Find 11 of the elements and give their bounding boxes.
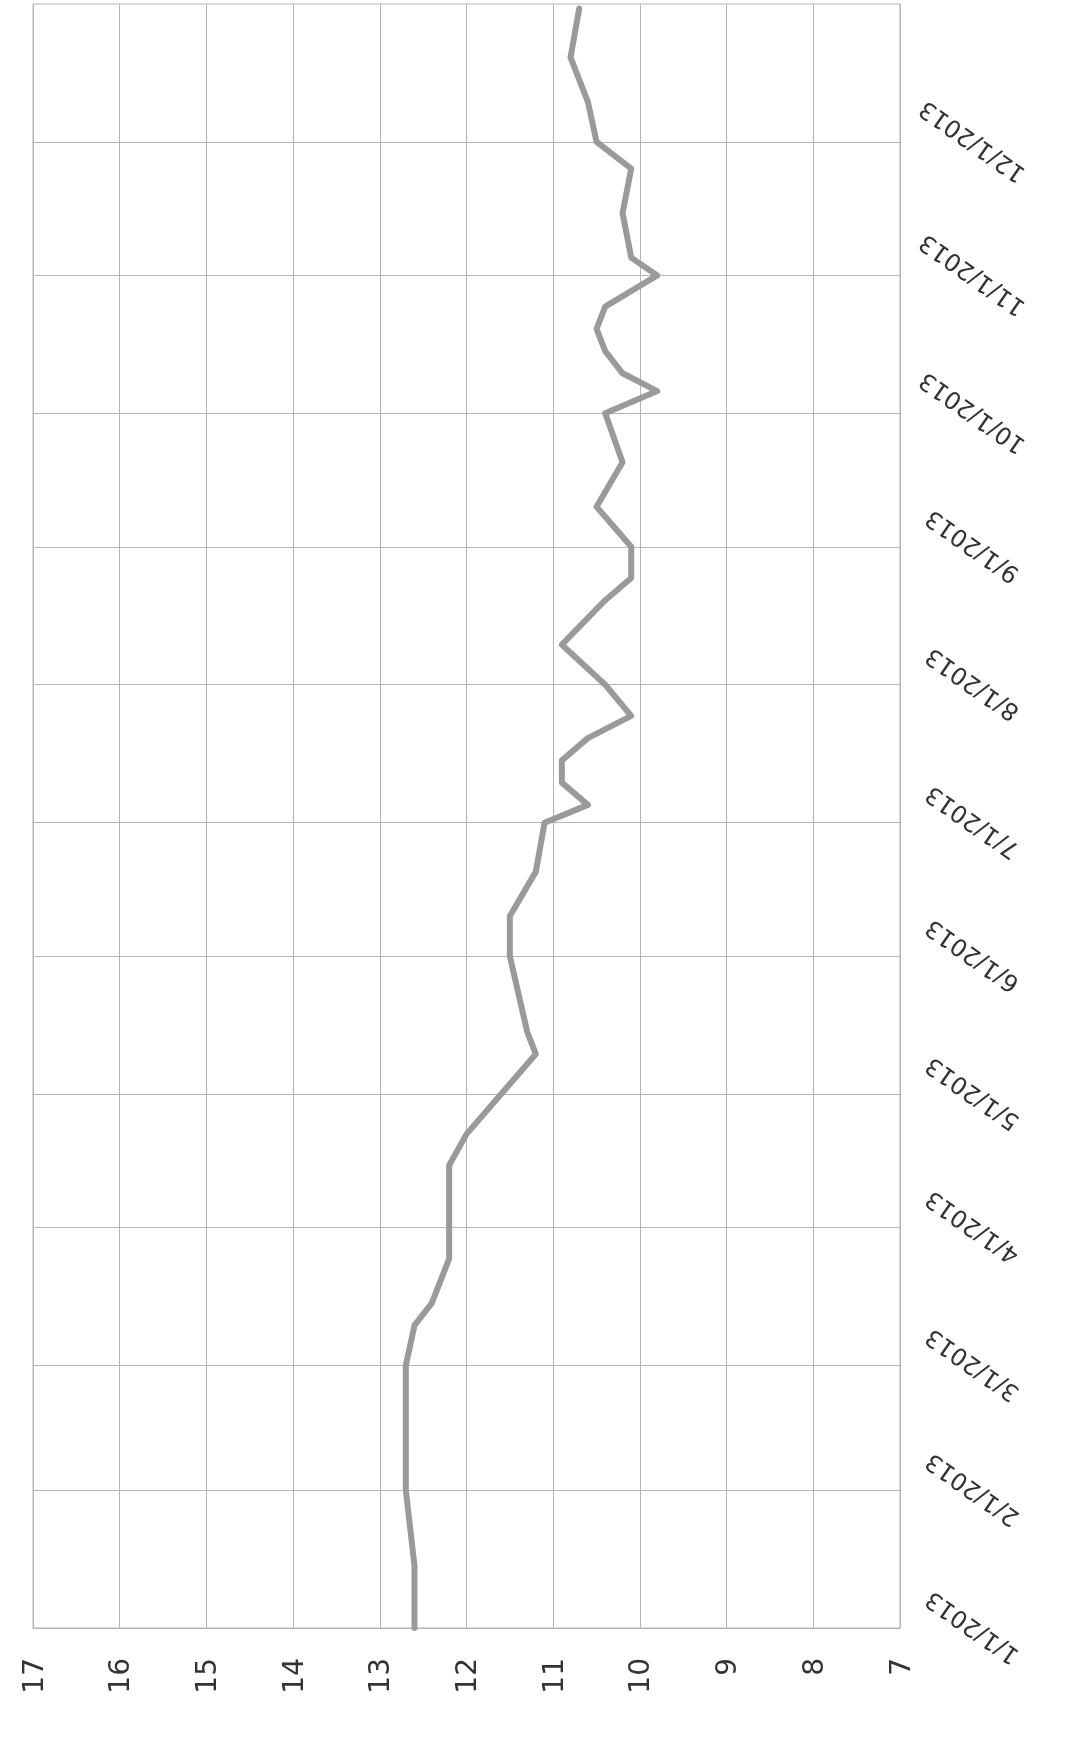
x-tick-label: 10 <box>623 1658 657 1694</box>
x-tick-label: 16 <box>103 1658 137 1694</box>
x-tick-label: 11 <box>536 1658 570 1694</box>
x-tick-label: 17 <box>16 1658 50 1694</box>
x-tick-label: 12 <box>450 1658 483 1694</box>
x-tick-label: 9 <box>710 1658 744 1676</box>
x-tick-label: 15 <box>189 1658 223 1694</box>
x-tick-label: 8 <box>796 1658 830 1676</box>
x-tick-label: 7 <box>883 1658 917 1676</box>
x-tick-label: 14 <box>276 1658 310 1694</box>
x-tick-label: 13 <box>363 1658 397 1694</box>
